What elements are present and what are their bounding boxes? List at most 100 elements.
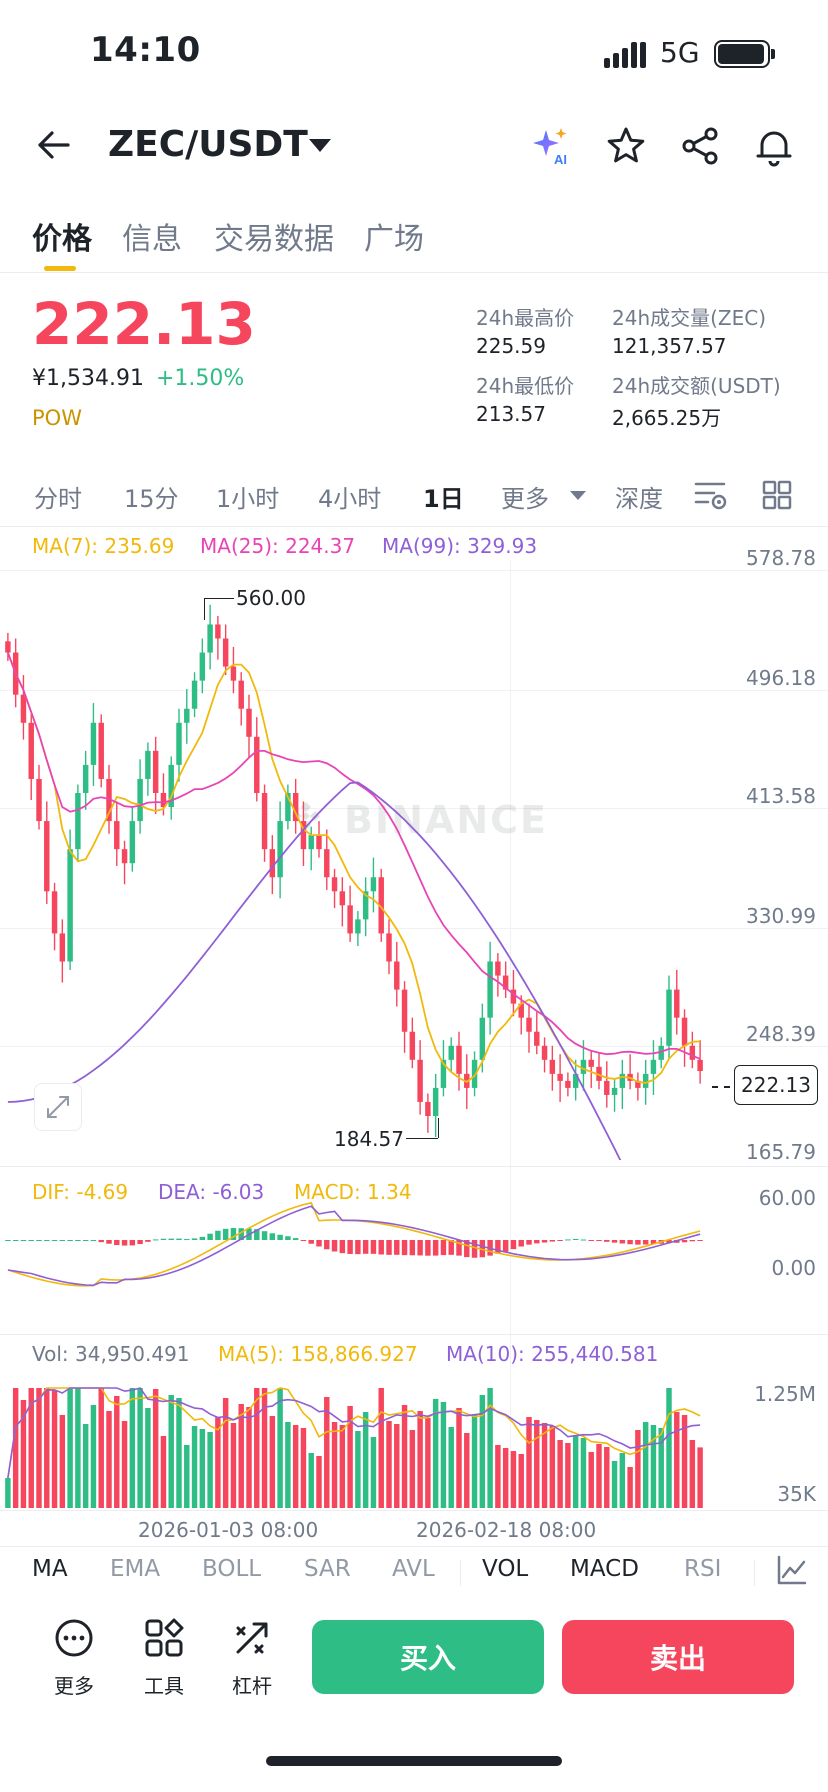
candle — [207, 604, 213, 670]
leverage-icon[interactable] — [232, 1618, 272, 1658]
candle — [238, 672, 244, 726]
consensus-tag[interactable]: POW — [32, 406, 82, 430]
indicator-avl[interactable]: AVL — [392, 1556, 435, 1582]
candle — [487, 941, 493, 1035]
macd-bar — [557, 1240, 563, 1241]
chart-settings-icon[interactable] — [694, 480, 728, 512]
gridline — [0, 808, 828, 809]
price-axis-label: 248.39 — [746, 1022, 816, 1046]
volume-ma10: MA(10): 255,440.581 — [446, 1342, 659, 1366]
interval-depth[interactable]: 深度 — [615, 485, 663, 513]
price-cny: ¥1,534.91 — [32, 366, 144, 391]
candle — [285, 784, 291, 830]
back-arrow-icon[interactable] — [34, 125, 74, 165]
pair-dropdown-icon[interactable] — [309, 139, 331, 152]
candle — [541, 1037, 548, 1073]
candle — [59, 919, 66, 983]
status-time: 14:10 — [90, 30, 201, 70]
macd-bar — [464, 1240, 470, 1258]
interval-15m[interactable]: 15分 — [124, 485, 179, 513]
high-marker-line — [204, 598, 234, 599]
interval-more[interactable]: 更多 — [501, 485, 549, 513]
macd-bar — [347, 1240, 353, 1254]
candle — [36, 764, 42, 830]
macd-bar — [137, 1240, 143, 1245]
tab-price[interactable]: 价格 — [32, 222, 92, 257]
candle — [565, 1072, 571, 1097]
volume-bar — [20, 1400, 27, 1508]
volume-ma5: MA(5): 158,866.927 — [218, 1342, 418, 1366]
volume-bar — [184, 1445, 190, 1508]
candle — [611, 1079, 618, 1112]
indicator-ma[interactable]: MA — [32, 1556, 68, 1582]
macd-bar — [152, 1239, 159, 1241]
interval-1h[interactable]: 1小时 — [216, 485, 280, 513]
macd-bar — [44, 1240, 50, 1241]
interval-4h[interactable]: 4小时 — [318, 485, 382, 513]
indicator-ema[interactable]: EMA — [110, 1556, 161, 1582]
indicator-settings-icon[interactable] — [776, 1554, 808, 1586]
macd-bar — [12, 1240, 19, 1241]
trading-pair-title[interactable]: ZEC/USDT — [108, 124, 308, 165]
candlestick-chart[interactable] — [0, 560, 720, 1160]
buy-button[interactable]: 买入 — [312, 1620, 544, 1694]
volume-bar — [518, 1454, 524, 1508]
macd-bar — [642, 1240, 649, 1245]
tab-trading-data[interactable]: 交易数据 — [214, 222, 334, 257]
candle — [176, 708, 182, 782]
candle — [448, 1037, 454, 1073]
macd-bar — [541, 1240, 548, 1243]
tools-icon[interactable] — [144, 1618, 184, 1658]
expand-button[interactable] — [34, 1083, 82, 1131]
macd-bar — [82, 1240, 89, 1241]
indicator-rsi[interactable]: RSI — [684, 1556, 722, 1582]
indicator-macd[interactable]: MACD — [570, 1556, 639, 1582]
tab-info[interactable]: 信息 — [122, 222, 182, 257]
volume-bar — [292, 1425, 299, 1508]
volume-chart[interactable] — [0, 1376, 720, 1510]
candle — [697, 1040, 703, 1084]
more-icon[interactable] — [54, 1618, 94, 1658]
bell-icon[interactable] — [752, 124, 796, 168]
candle — [44, 801, 50, 904]
interval-1d[interactable]: 1日 — [423, 485, 464, 513]
volume-bar — [541, 1423, 548, 1508]
macd-bar — [176, 1238, 182, 1240]
tab-square[interactable]: 广场 — [364, 222, 424, 257]
more-label[interactable]: 更多 — [54, 1674, 94, 1698]
ai-sparkle-icon[interactable]: AI — [528, 124, 572, 168]
indicator-boll[interactable]: BOLL — [202, 1556, 262, 1582]
volume-bar — [619, 1453, 626, 1508]
watermark: BINANCE — [344, 798, 548, 842]
interval-timeline[interactable]: 分时 — [34, 485, 82, 513]
macd-bar — [378, 1240, 384, 1255]
sell-button[interactable]: 卖出 — [562, 1620, 794, 1694]
macd-bar — [635, 1240, 641, 1245]
volume-bar — [409, 1430, 416, 1508]
volume-bar — [215, 1417, 221, 1508]
tools-label[interactable]: 工具 — [144, 1674, 184, 1698]
macd-axis-top: 60.00 — [758, 1186, 816, 1210]
indicator-sar[interactable]: SAR — [304, 1556, 351, 1582]
more-caret-icon[interactable] — [570, 491, 586, 500]
candle — [191, 672, 198, 718]
share-icon[interactable] — [678, 124, 722, 168]
volume-bar — [604, 1447, 610, 1508]
macd-bar — [160, 1238, 167, 1240]
dates-divider — [0, 1546, 828, 1547]
indicator-vol[interactable]: VOL — [482, 1556, 529, 1582]
star-icon[interactable] — [604, 124, 648, 168]
macd-chart[interactable] — [0, 1200, 720, 1330]
volume-bar — [36, 1388, 42, 1508]
v-gridline — [510, 560, 511, 1500]
candle — [90, 703, 97, 786]
volume-bar — [269, 1416, 276, 1508]
leverage-label[interactable]: 杠杆 — [232, 1674, 272, 1698]
signal-icon — [604, 42, 646, 68]
macd-bar — [565, 1239, 571, 1241]
volume-bar — [51, 1390, 58, 1508]
indicator-separator — [754, 1560, 755, 1586]
candle — [75, 784, 81, 862]
layout-grid-icon[interactable] — [762, 480, 792, 510]
volume-bar — [230, 1423, 237, 1508]
